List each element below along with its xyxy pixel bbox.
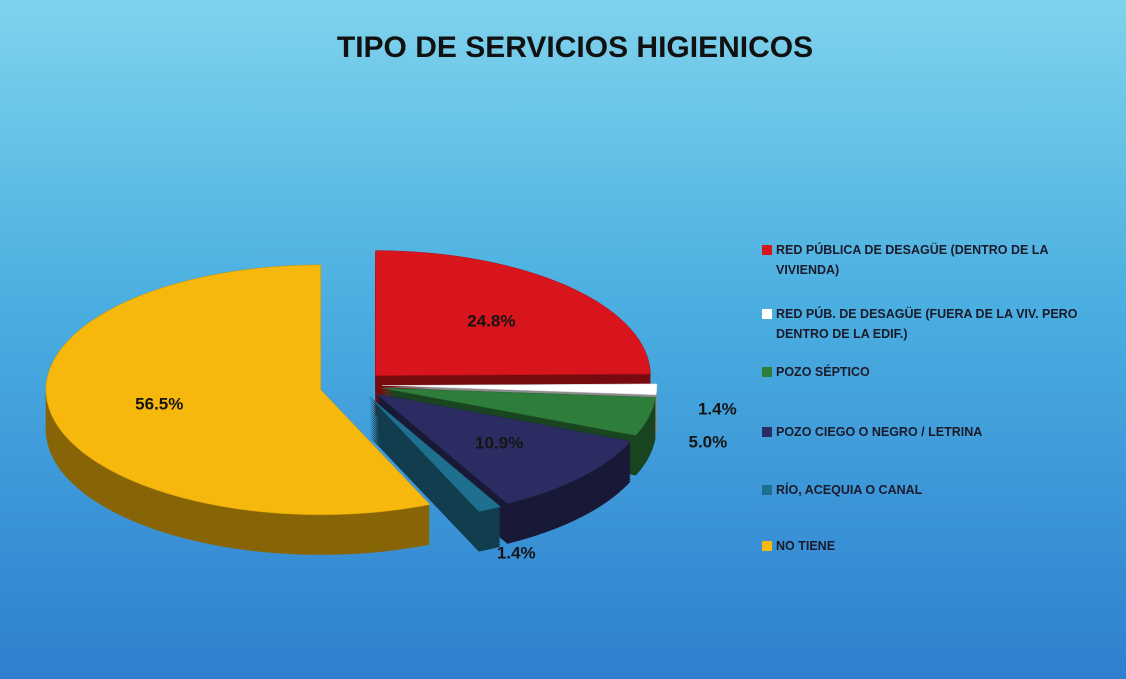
legend-swatch xyxy=(762,485,772,495)
legend-label: POZO CIEGO O NEGRO / LETRINA xyxy=(776,425,983,439)
legend-item: RED PÚBLICA DE DESAGÜE (DENTRO DE LA VIV… xyxy=(762,240,1112,280)
legend-label: POZO SÉPTICO xyxy=(776,365,870,379)
data-label: 1.4% xyxy=(497,544,536,563)
legend-swatch xyxy=(762,309,772,319)
legend-item: POZO SÉPTICO xyxy=(762,362,1112,382)
chart-title: TIPO DE SERVICIOS HIGIENICOS xyxy=(337,31,813,64)
legend-item: POZO CIEGO O NEGRO / LETRINA xyxy=(762,422,1112,442)
data-label: 24.8% xyxy=(467,312,515,331)
legend-label: RÍO, ACEQUIA O CANAL xyxy=(776,483,923,497)
legend-label: NO TIENE xyxy=(776,539,836,553)
legend-swatch xyxy=(762,367,772,377)
slice xyxy=(381,387,656,436)
legend-label: RED PÚBLICA DE DESAGÜE (DENTRO DE LA VIV… xyxy=(776,243,1049,277)
legend-swatch xyxy=(762,541,772,551)
data-label: 10.9% xyxy=(475,433,523,452)
data-label: 1.4% xyxy=(698,400,737,419)
slice xyxy=(45,264,431,516)
legend-label: RED PÚB. DE DESAGÜE (FUERA DE LA VIV. PE… xyxy=(776,307,1078,341)
legend-item: NO TIENE xyxy=(762,536,1112,556)
data-label: 56.5% xyxy=(135,395,183,414)
slice xyxy=(375,250,651,376)
legend-swatch xyxy=(762,245,772,255)
legend-swatch xyxy=(762,427,772,437)
slice xyxy=(381,383,658,396)
legend-item: RÍO, ACEQUIA O CANAL xyxy=(762,480,1112,500)
slice xyxy=(375,393,632,505)
data-label: 5.0% xyxy=(689,433,728,452)
slice xyxy=(369,396,502,512)
legend-item: RED PÚB. DE DESAGÜE (FUERA DE LA VIV. PE… xyxy=(762,304,1112,344)
